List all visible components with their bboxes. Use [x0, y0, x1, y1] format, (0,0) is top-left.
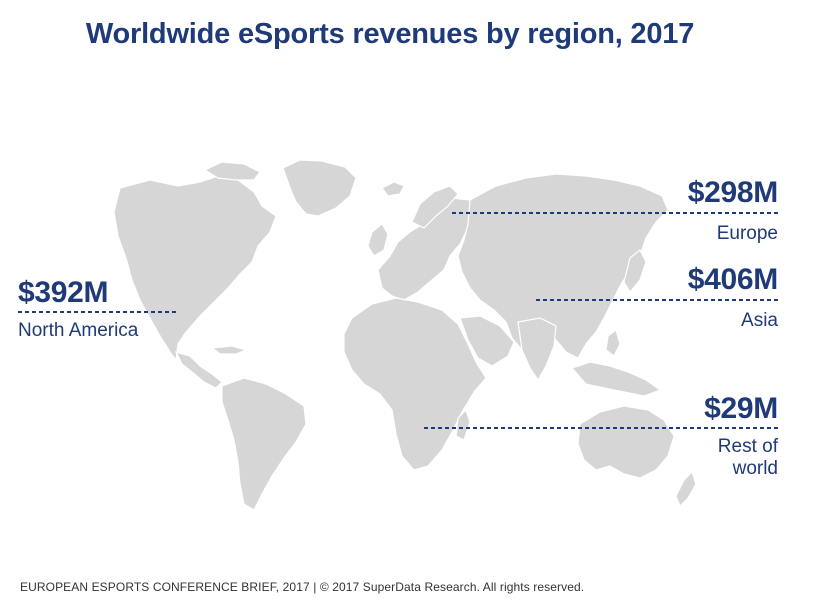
asia-value: $406M: [687, 263, 779, 296]
philippines-shape: [605, 328, 621, 357]
iceland-shape: [381, 181, 405, 197]
north-america-region-label: North America: [18, 320, 139, 341]
japan-shape: [623, 249, 647, 294]
asia-shape: [457, 173, 669, 359]
chart-title: Worldwide eSports revenues by region, 20…: [85, 18, 695, 50]
africa-shape: [343, 297, 487, 471]
australia-shape: [577, 405, 675, 479]
caribbean-shape: [210, 345, 248, 355]
rest-of-world-region-label: Rest of world: [718, 436, 778, 480]
footer-source: EUROPEAN ESPORTS CONFERENCE BRIEF, 2017 …: [20, 580, 585, 594]
rest-of-world-region-line2: world: [732, 458, 778, 479]
new-zealand-shape: [675, 470, 697, 508]
europe-value: $298M: [687, 176, 779, 209]
scandinavia-shape: [411, 185, 459, 229]
rest-of-world-region-line1: Rest of: [717, 436, 778, 457]
south-america-shape: [221, 377, 307, 511]
central-america-shape: [174, 351, 223, 389]
southeast-asia-islands-shape: [570, 361, 662, 397]
arabia-shape: [459, 315, 515, 367]
north-america-value: $392M: [18, 276, 109, 309]
uk-shape: [367, 223, 389, 257]
rest-of-world-value: $29M: [704, 392, 778, 425]
india-shape: [517, 317, 557, 382]
asia-region-label: Asia: [741, 310, 778, 331]
madagascar-shape: [455, 408, 471, 441]
europe-region-label: Europe: [716, 223, 778, 244]
arctic-islands-shape: [203, 161, 261, 181]
greenland-shape: [282, 159, 357, 217]
